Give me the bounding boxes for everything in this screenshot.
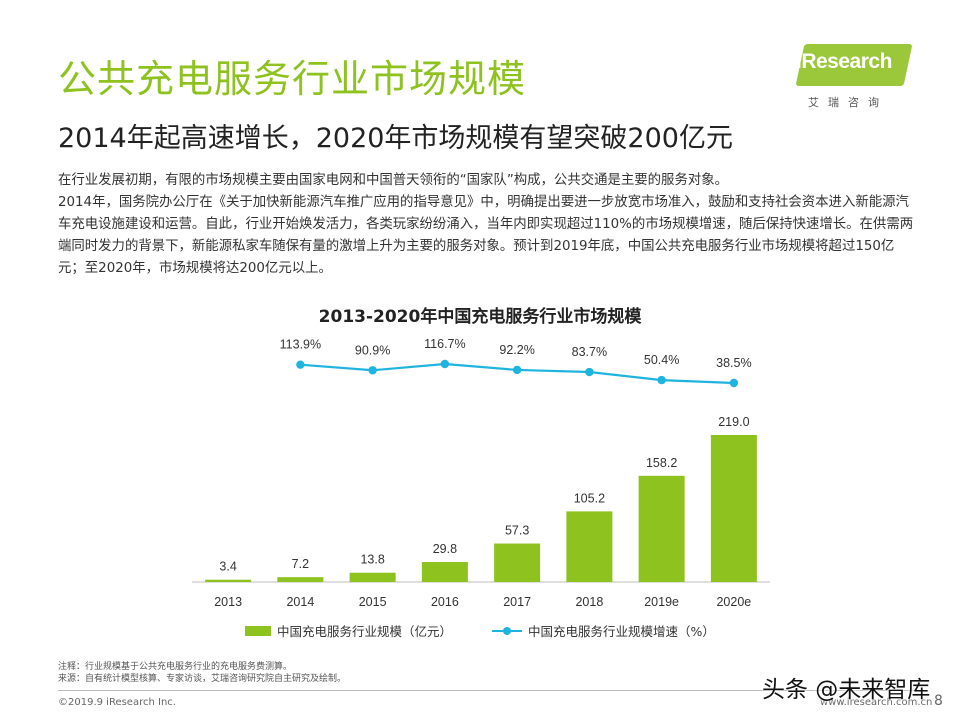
bar: [277, 577, 324, 582]
intro-text: 在行业发展初期，有限的市场规模主要由国家电网和中国普天领衔的“国家队”构成，公共…: [58, 170, 920, 280]
growth-value-label: 90.9%: [355, 343, 390, 357]
x-tick-label: 2015: [359, 595, 387, 609]
x-tick-label: 2019e: [644, 595, 679, 609]
growth-value-label: 113.9%: [280, 338, 321, 352]
page-title: 公共充电服务行业市场规模: [58, 57, 527, 101]
legend-line-swatch: [492, 626, 522, 636]
bar: [710, 435, 757, 582]
growth-point: [585, 367, 594, 377]
growth-point: [512, 365, 522, 375]
legend-bar: 中国充电服务行业规模（亿元）: [245, 621, 452, 640]
copyright: ©2019.9 iResearch Inc.: [58, 697, 176, 708]
website: www.iresearch.com.cn: [820, 697, 933, 708]
bar-value-label: 105.2: [574, 491, 605, 505]
bar-value-label: 3.4: [219, 560, 236, 574]
note-text: 注释：行业规模基于公共充电服务行业的充电服务费测算。: [58, 662, 293, 672]
growth-value-label: 116.7%: [424, 337, 465, 351]
x-tick-label: 2013: [214, 595, 242, 609]
growth-point: [440, 359, 450, 369]
bar-value-label: 29.8: [433, 542, 457, 556]
x-tick-label: 2018: [575, 595, 603, 609]
bar-value-label: 57.3: [505, 524, 529, 538]
page-number: 8: [934, 693, 943, 709]
notes: 注释：行业规模基于公共充电服务行业的充电服务费测算。 来源：自有统计模型核算、专…: [58, 661, 346, 685]
page-subtitle: 2014年起高速增长，2020年市场规模有望突破200亿元: [58, 123, 733, 154]
legend-bar-label: 中国充电服务行业规模（亿元）: [277, 624, 453, 639]
iresearch-logo: iResearch 艾瑞咨询: [794, 44, 914, 112]
x-tick-label: 2017: [503, 595, 531, 609]
bar: [205, 579, 252, 582]
source-text: 来源：自有统计模型核算、专家访谈，艾瑞咨询研究院自主研究及绘制。: [58, 674, 347, 684]
bar: [638, 475, 685, 582]
legend-line: 中国充电服务行业规模增速（%）: [492, 621, 715, 640]
bar: [566, 511, 613, 582]
logo-subtext: 艾瑞咨询: [808, 96, 888, 109]
x-tick-label: 2014: [286, 595, 314, 609]
bar-value-label: 219.0: [718, 415, 749, 429]
x-tick-label: 2020e: [716, 595, 751, 609]
bar: [494, 543, 541, 582]
bar-value-label: 158.2: [646, 456, 677, 470]
growth-point: [296, 360, 305, 369]
footer-divider: [58, 690, 918, 691]
growth-point: [657, 375, 666, 385]
legend-bar-swatch: [245, 625, 271, 636]
growth-point: [368, 366, 377, 375]
growth-value-label: 50.4%: [644, 353, 679, 367]
bar: [421, 561, 468, 582]
growth-value-label: 92.2%: [499, 343, 534, 357]
growth-value-label: 83.7%: [572, 345, 607, 359]
chart-title: 2013-2020年中国充电服务行业市场规模: [318, 307, 642, 327]
legend-line-label: 中国充电服务行业规模增速（%）: [528, 624, 715, 639]
bar-value-label: 13.8: [360, 553, 384, 567]
logo-text: iResearch: [796, 50, 892, 73]
watermark: 头条 @未来智库: [762, 677, 931, 703]
intro-paragraph-2: 2014年，国务院办公厅在《关于加快新能源汽车推广应用的指导意见》中，明确提出要…: [58, 195, 914, 276]
bar: [349, 572, 396, 582]
growth-point: [729, 378, 739, 388]
intro-paragraph-1: 在行业发展初期，有限的市场规模主要由国家电网和中国普天领衔的“国家队”构成，公共…: [58, 173, 729, 188]
growth-value-label: 38.5%: [716, 356, 751, 370]
x-tick-label: 2016: [431, 595, 459, 609]
bar-value-label: 7.2: [292, 557, 309, 571]
